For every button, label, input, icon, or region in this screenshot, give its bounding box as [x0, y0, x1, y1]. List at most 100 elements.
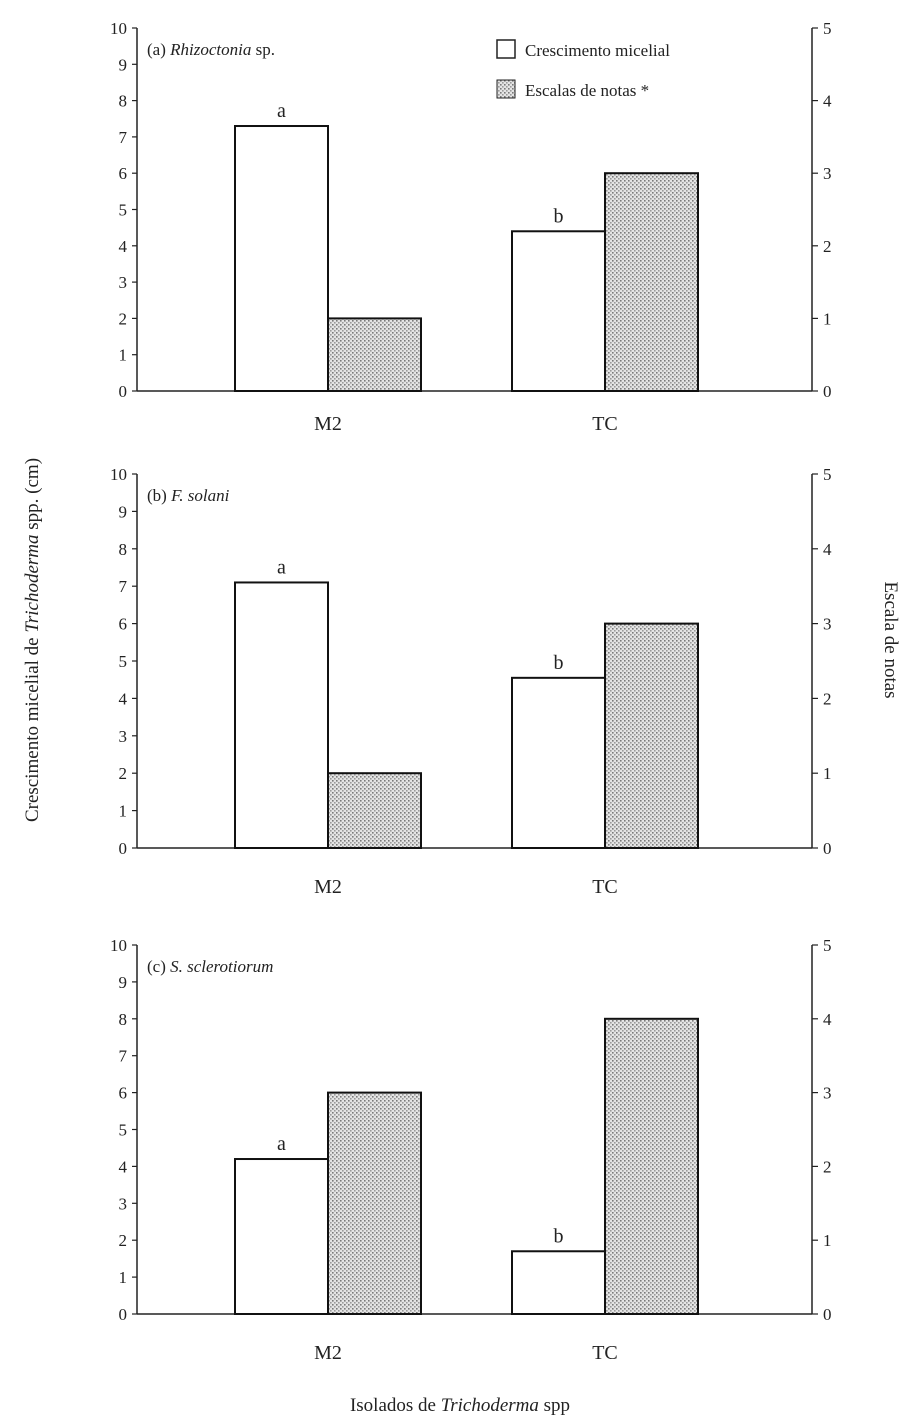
panel-c-left-tick-label: 2 [119, 1231, 128, 1250]
panel-a-right-tick-label: 0 [823, 382, 832, 401]
panel-a-bar-growth-tc [511, 230, 606, 392]
y-left-axis-label: Crescimento micelial de Trichoderma spp.… [22, 458, 43, 822]
legend-swatch-dotted [496, 79, 516, 99]
panel-b-title-organism: F. solani [170, 486, 230, 505]
panel-c-category-label: TC [592, 1342, 618, 1364]
panel-c-left-tick-label: 9 [119, 973, 128, 992]
panel-b-left-tick-label: 5 [119, 652, 128, 671]
panel-a-right-tick-label: 3 [823, 164, 832, 183]
legend: Crescimento micelial Escalas de notas * [496, 39, 670, 100]
panel-a-bar-score-m2 [327, 317, 422, 392]
panel-b-right-tick-label: 5 [823, 465, 832, 484]
legend-swatch-open [496, 39, 516, 59]
panel-b-bar-score-m2 [327, 772, 422, 850]
panel-c-bar-score-tc [604, 1017, 699, 1315]
panel-c-significance-label: b [554, 1225, 564, 1247]
panel-c-right-tick-label: 0 [823, 1305, 832, 1324]
panel-b-significance-label: a [277, 556, 286, 578]
panel-b-bar-growth-tc [511, 676, 606, 850]
panel-c-right-tick-label: 3 [823, 1084, 832, 1103]
panel-b-bar-growth-m2 [234, 581, 329, 850]
panel-c-category-label: M2 [314, 1342, 342, 1364]
panel-b-left-tick-label: 8 [119, 540, 128, 559]
panel-a-title-prefix: (a) [147, 40, 170, 59]
panel-b-left-tick-label: 2 [119, 764, 128, 783]
y-left-label-part-1: Crescimento micelial de [22, 633, 43, 822]
panel-a-title: (a) Rhizoctonia sp. [147, 40, 275, 59]
panel-c-significance-label: a [277, 1133, 286, 1155]
panel-c-left-tick-label: 5 [119, 1121, 128, 1140]
panel-a-left-tick-label: 4 [119, 237, 128, 256]
panel-b-title: (b) F. solani [147, 486, 230, 505]
panel-c-right-tick-label: 1 [823, 1231, 832, 1250]
panel-b-left-tick-label: 9 [119, 502, 128, 521]
panel-b-left-tick-label: 0 [119, 839, 128, 858]
panel-a-left-tick-label: 9 [119, 55, 128, 74]
x-label-part-1: Isolados de [350, 1395, 441, 1416]
panel-c: 0 1 2 3 4 5 6 7 8 9 10 0 1 2 3 4 5 (c) S. sclerotiorum a M2… [110, 936, 832, 1364]
panel-b-left-tick-label: 10 [110, 465, 127, 484]
panel-a-title-organism: Rhizoctonia [169, 40, 251, 59]
panel-c-right-tick-label: 4 [823, 1010, 832, 1029]
panel-a-left-tick-label: 7 [119, 128, 128, 147]
panel-b-right-tick-label: 4 [823, 540, 832, 559]
panel-a: 0 1 2 3 4 5 6 7 8 9 10 0 1 2 3 4 5 (a) Rhizoctonia sp. a M2… [110, 19, 832, 435]
x-axis-label: Isolados de Trichoderma spp [350, 1395, 570, 1416]
panel-b-left-tick-label: 7 [119, 577, 128, 596]
panel-b-left-tick-label: 6 [119, 615, 128, 634]
panel-c-bar-score-m2 [327, 1091, 422, 1315]
panel-b-significance-label: b [554, 652, 564, 674]
panel-b-category-label: TC [592, 876, 618, 898]
panel-b-title-prefix: (b) [147, 486, 171, 505]
panel-c-title: (c) S. sclerotiorum [147, 957, 273, 976]
panel-a-right-tick-label: 4 [823, 92, 832, 111]
panel-b-right-tick-label: 2 [823, 689, 832, 708]
panel-a-left-tick-label: 3 [119, 273, 128, 292]
panel-a-category-label: M2 [314, 413, 342, 435]
panel-c-left-tick-label: 8 [119, 1010, 128, 1029]
panel-c-bar-growth-tc [511, 1250, 606, 1316]
panel-a-right-tick-label: 1 [823, 309, 832, 328]
panel-a-left-tick-label: 0 [119, 382, 128, 401]
y-left-label-part-2: Trichoderma [22, 534, 43, 632]
panel-c-right-tick-label: 5 [823, 936, 832, 955]
panel-b-right-tick-label: 0 [823, 839, 832, 858]
panel-c-left-tick-label: 4 [119, 1157, 128, 1176]
legend-label-open: Crescimento micelial [525, 41, 670, 60]
panel-c-left-tick-label: 3 [119, 1194, 128, 1213]
panel-a-significance-label: b [554, 205, 564, 227]
panel-b: 0 1 2 3 4 5 6 7 8 9 10 0 1 2 3 4 5 (b) F. solani a M2 b TC [110, 465, 832, 898]
panel-a-left-tick-label: 2 [119, 309, 128, 328]
panel-a-significance-label: a [277, 100, 286, 122]
panel-c-title-organism: S. sclerotiorum [170, 957, 273, 976]
panel-c-left-tick-label: 10 [110, 936, 127, 955]
panel-a-bar-growth-m2 [234, 125, 329, 392]
panel-a-right-tick-label: 5 [823, 19, 832, 38]
panel-b-right-tick-label: 1 [823, 764, 832, 783]
panel-a-bar-score-tc [604, 172, 699, 392]
panel-b-left-tick-label: 4 [119, 689, 128, 708]
panel-a-left-tick-label: 5 [119, 201, 128, 220]
x-label-part-2: Trichoderma [441, 1395, 539, 1416]
panel-a-title-suffix: sp. [251, 40, 275, 59]
panel-a-left-tick-label: 6 [119, 164, 128, 183]
panel-c-left-tick-label: 0 [119, 1305, 128, 1324]
y-left-label-part-3: spp. (cm) [22, 458, 43, 535]
panel-c-left-tick-label: 1 [119, 1268, 128, 1287]
panel-b-bar-score-tc [604, 622, 699, 849]
panel-b-right-tick-label: 3 [823, 615, 832, 634]
panel-a-left-tick-label: 8 [119, 92, 128, 111]
panel-c-right-tick-label: 2 [823, 1157, 832, 1176]
panel-a-right-tick-label: 2 [823, 237, 832, 256]
panel-a-left-tick-label: 10 [110, 19, 127, 38]
x-label-part-3: spp [539, 1395, 570, 1416]
panel-b-category-label: M2 [314, 876, 342, 898]
panel-a-left-tick-label: 1 [119, 346, 128, 365]
panel-c-title-prefix: (c) [147, 957, 170, 976]
panel-c-left-tick-label: 6 [119, 1084, 128, 1103]
panel-b-left-tick-label: 3 [119, 727, 128, 746]
legend-label-dotted: Escalas de notas * [525, 81, 649, 100]
panel-b-left-tick-label: 1 [119, 802, 128, 821]
panel-c-left-tick-label: 7 [119, 1047, 128, 1066]
